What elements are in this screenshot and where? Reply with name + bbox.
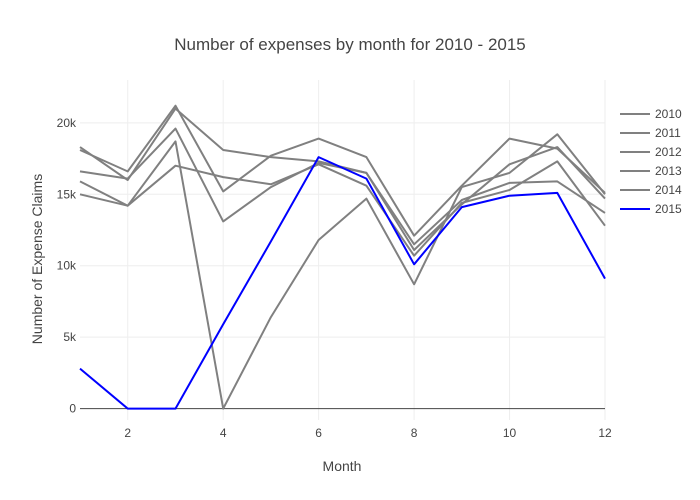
x-tick-label: 10: [503, 426, 517, 440]
legend: 2010 2011 2012 2013 2014 2015: [620, 107, 682, 216]
series-line-2012: [79, 104, 606, 237]
legend-item-2012[interactable]: 2012: [620, 145, 682, 159]
series-lines: [79, 104, 606, 410]
x-axis-title: Month: [323, 458, 362, 474]
legend-item-2014[interactable]: 2014: [620, 183, 682, 197]
y-tick-label: 10k: [57, 259, 77, 273]
series-line-2010: [79, 133, 606, 410]
x-tick-label: 12: [598, 426, 612, 440]
legend-label: 2015: [655, 202, 682, 216]
axes: 2 4 6 8 10 12 0 5k 10k 15k 20k: [57, 116, 612, 440]
legend-item-2011[interactable]: 2011: [620, 126, 681, 140]
grid-lines: [80, 80, 606, 420]
y-tick-label: 15k: [57, 187, 77, 201]
chart-title: Number of expenses by month for 2010 - 2…: [174, 35, 526, 54]
x-tick-label: 8: [411, 426, 418, 440]
x-tick-label: 2: [124, 426, 131, 440]
legend-label: 2013: [655, 164, 682, 178]
series-line-2015: [79, 156, 606, 410]
x-tick-label: 4: [220, 426, 227, 440]
x-tick-label: 6: [315, 426, 322, 440]
legend-item-2010[interactable]: 2010: [620, 107, 682, 121]
series-line-2014: [79, 160, 606, 257]
legend-label: 2014: [655, 183, 682, 197]
legend-item-2013[interactable]: 2013: [620, 164, 682, 178]
y-tick-label: 5k: [63, 330, 77, 344]
y-tick-label: 20k: [57, 116, 77, 130]
legend-label: 2010: [655, 107, 682, 121]
legend-item-2015[interactable]: 2015: [620, 202, 682, 216]
y-axis-title: Number of Expense Claims: [29, 174, 45, 344]
y-tick-label: 0: [69, 402, 76, 416]
legend-label: 2012: [655, 145, 682, 159]
legend-label: 2011: [655, 126, 681, 140]
